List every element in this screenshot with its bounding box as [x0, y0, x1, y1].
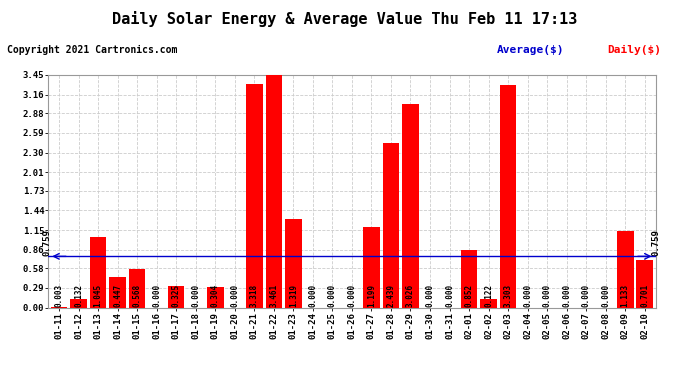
Text: Daily Solar Energy & Average Value Thu Feb 11 17:13: Daily Solar Energy & Average Value Thu F… [112, 11, 578, 27]
Text: 0.000: 0.000 [347, 284, 357, 307]
Text: 0.568: 0.568 [132, 284, 141, 307]
Bar [363, 227, 380, 308]
Text: 3.303: 3.303 [504, 284, 513, 307]
Text: 1.319: 1.319 [289, 284, 298, 307]
Text: 0.000: 0.000 [582, 284, 591, 307]
Text: 0.447: 0.447 [113, 284, 122, 307]
Bar [480, 299, 497, 307]
Text: 1.045: 1.045 [94, 284, 103, 307]
Text: 0.304: 0.304 [210, 284, 219, 307]
Bar [90, 237, 106, 308]
Text: 3.461: 3.461 [269, 284, 278, 307]
Text: 0.000: 0.000 [542, 284, 551, 307]
Text: 2.439: 2.439 [386, 284, 395, 307]
Text: 0.000: 0.000 [562, 284, 571, 307]
Text: 0.701: 0.701 [640, 284, 649, 307]
Text: Daily($): Daily($) [607, 45, 661, 55]
Text: 0.000: 0.000 [426, 284, 435, 307]
Bar [402, 104, 419, 308]
Text: Copyright 2021 Cartronics.com: Copyright 2021 Cartronics.com [7, 45, 177, 55]
Text: 1.133: 1.133 [621, 284, 630, 307]
Text: 0.759: 0.759 [43, 229, 52, 256]
Text: 0.000: 0.000 [601, 284, 610, 307]
Bar [285, 219, 302, 308]
Text: 0.000: 0.000 [191, 284, 200, 307]
Bar [246, 84, 263, 308]
Bar [383, 143, 400, 308]
Bar [70, 298, 87, 307]
Text: 0.000: 0.000 [308, 284, 317, 307]
Text: 3.318: 3.318 [250, 284, 259, 307]
Bar [500, 85, 516, 308]
Text: 0.325: 0.325 [172, 284, 181, 307]
Text: 0.000: 0.000 [328, 284, 337, 307]
Bar [617, 231, 633, 308]
Text: 0.000: 0.000 [523, 284, 532, 307]
Text: 0.122: 0.122 [484, 284, 493, 307]
Text: 0.000: 0.000 [230, 284, 239, 307]
Bar [636, 260, 653, 308]
Bar [266, 74, 282, 307]
Bar [207, 287, 224, 308]
Bar [461, 250, 477, 307]
Text: 0.759: 0.759 [652, 229, 661, 256]
Text: 3.026: 3.026 [406, 284, 415, 307]
Text: 0.003: 0.003 [55, 284, 63, 307]
Bar [168, 286, 184, 308]
Bar [129, 269, 146, 308]
Text: Average($): Average($) [497, 45, 564, 55]
Text: 0.132: 0.132 [74, 284, 83, 307]
Text: 0.000: 0.000 [152, 284, 161, 307]
Text: 0.852: 0.852 [464, 284, 473, 307]
Text: 1.199: 1.199 [367, 284, 376, 307]
Text: 0.000: 0.000 [445, 284, 454, 307]
Bar [109, 278, 126, 308]
